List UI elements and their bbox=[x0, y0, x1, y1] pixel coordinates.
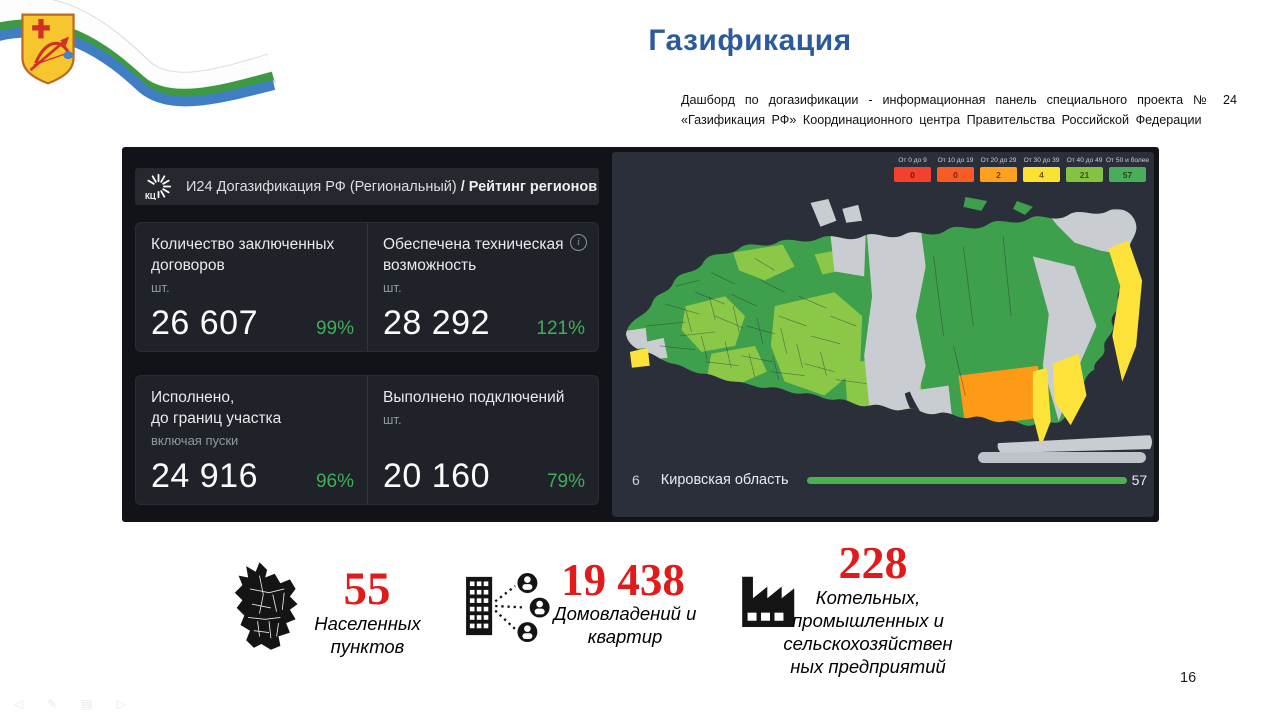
map-legend: От 0 до 9 0 От 10 до 19 0 От 20 до 29 2 … bbox=[892, 157, 1150, 182]
households-icon bbox=[466, 573, 550, 643]
region-name[interactable]: Кировская область bbox=[660, 472, 789, 488]
legend-box[interactable]: 21 bbox=[1066, 167, 1103, 182]
subtitle-line-1: Дашборд по догазификации - информационна… bbox=[681, 93, 1237, 107]
legend-label: От 40 до 49 bbox=[1066, 157, 1103, 164]
stat-value: 24 916 bbox=[151, 457, 258, 495]
stat-card-bottom: Исполнено, до границ участка включая пуск… bbox=[135, 375, 599, 505]
stat-percent: 96% bbox=[315, 471, 354, 492]
stat-subtitle: включая пуски bbox=[151, 432, 239, 448]
slide-grid-icon[interactable]: ▤ bbox=[81, 697, 93, 711]
stat-title: Количество заключенных договоров bbox=[151, 236, 335, 274]
stat-households-label: Домовладений и квартир bbox=[553, 603, 697, 648]
stat-title: Исполнено, до границ участка bbox=[151, 389, 282, 427]
stat-cell-executed: Исполнено, до границ участка включая пуск… bbox=[136, 376, 367, 504]
stat-unit: шт. bbox=[383, 411, 402, 427]
stat-value: 28 292 bbox=[383, 304, 490, 342]
kirov-region-map-icon bbox=[234, 562, 298, 650]
stat-value: 26 607 bbox=[151, 304, 258, 342]
slide-subtitle: Дашборд по догазификации - информационна… bbox=[681, 90, 1237, 130]
legend-label: От 10 до 19 bbox=[937, 157, 974, 164]
legend-label: От 20 до 29 bbox=[980, 157, 1017, 164]
legend-box[interactable]: 2 bbox=[980, 167, 1017, 182]
stat-settlements-label: Населенных пунктов bbox=[314, 613, 421, 658]
breadcrumb-section[interactable]: / Рейтинг регионов bbox=[460, 178, 598, 195]
svg-text:КЦ: КЦ bbox=[145, 192, 156, 200]
prev-slide-icon[interactable]: ◁ bbox=[14, 697, 24, 711]
info-icon[interactable] bbox=[570, 234, 587, 251]
region-rank-row[interactable]: 6 Кировская область 57 bbox=[632, 472, 1147, 488]
dashboard-breadcrumb-bar[interactable]: КЦ И24 Догазификация РФ (Региональный) /… bbox=[135, 168, 599, 205]
kc-logo-icon: КЦ bbox=[145, 173, 172, 200]
stat-cell-connections: Выполнено подключений шт. 20 160 79% bbox=[367, 376, 598, 504]
subtitle-line-2: «Газификация РФ» Координационного центра… bbox=[681, 113, 1202, 127]
stat-percent: 121% bbox=[536, 318, 585, 339]
dashboard-panel: КЦ И24 Догазификация РФ (Региональный) /… bbox=[122, 147, 1159, 522]
stat-settlements-value: 55 bbox=[343, 563, 391, 615]
legend-label: От 50 и более bbox=[1105, 157, 1150, 164]
breadcrumb[interactable]: И24 Догазификация РФ (Региональный) / Ре… bbox=[186, 179, 597, 195]
stat-cell-contracts: Количество заключенных договоров шт. 26 6… bbox=[136, 223, 367, 351]
kirov-coat-of-arms-icon bbox=[21, 13, 75, 85]
stat-unit: шт. bbox=[151, 279, 170, 295]
region-value: 57 bbox=[1131, 472, 1148, 488]
russia-choropleth-map[interactable] bbox=[616, 196, 1152, 458]
stat-enterprises-label: Котельных, промышленных и сельскохозяйст… bbox=[783, 587, 953, 678]
breadcrumb-path[interactable]: И24 Догазификация РФ (Региональный) bbox=[186, 178, 457, 195]
pen-icon[interactable]: ✎ bbox=[47, 697, 58, 711]
region-progress-bar[interactable] bbox=[806, 476, 1127, 484]
stat-value: 20 160 bbox=[383, 457, 490, 495]
stat-households-value: 19 438 bbox=[561, 555, 685, 605]
stat-enterprises-value: 228 bbox=[838, 537, 908, 588]
stat-title: Выполнено подключений bbox=[383, 389, 565, 406]
factory-icon bbox=[742, 576, 795, 628]
stat-card-top: Количество заключенных договоров шт. 26 6… bbox=[135, 222, 599, 352]
page-number: 16 bbox=[1180, 670, 1197, 686]
map-scrollbar-thumb[interactable] bbox=[978, 452, 1146, 463]
legend-box[interactable]: 57 bbox=[1109, 167, 1146, 182]
russia-map-panel: От 0 до 9 0 От 10 до 19 0 От 20 до 29 2 … bbox=[612, 152, 1154, 517]
legend-box[interactable]: 4 bbox=[1023, 167, 1060, 182]
legend-box[interactable]: 0 bbox=[937, 167, 974, 182]
legend-label: От 30 до 39 bbox=[1023, 157, 1060, 164]
next-slide-icon[interactable]: ▷ bbox=[116, 697, 126, 711]
stat-percent: 99% bbox=[315, 318, 354, 339]
stat-unit: шт. bbox=[383, 279, 402, 295]
presenter-controls: ◁ ✎ ▤ ▷ bbox=[14, 697, 126, 711]
region-rank: 6 bbox=[632, 472, 640, 488]
legend-box[interactable]: 0 bbox=[894, 167, 931, 182]
legend-label: От 0 до 9 bbox=[898, 157, 927, 164]
stat-percent: 79% bbox=[546, 471, 585, 492]
page-title: Газификация bbox=[648, 24, 852, 57]
stat-title: Обеспечена техническая возможность bbox=[383, 236, 564, 274]
